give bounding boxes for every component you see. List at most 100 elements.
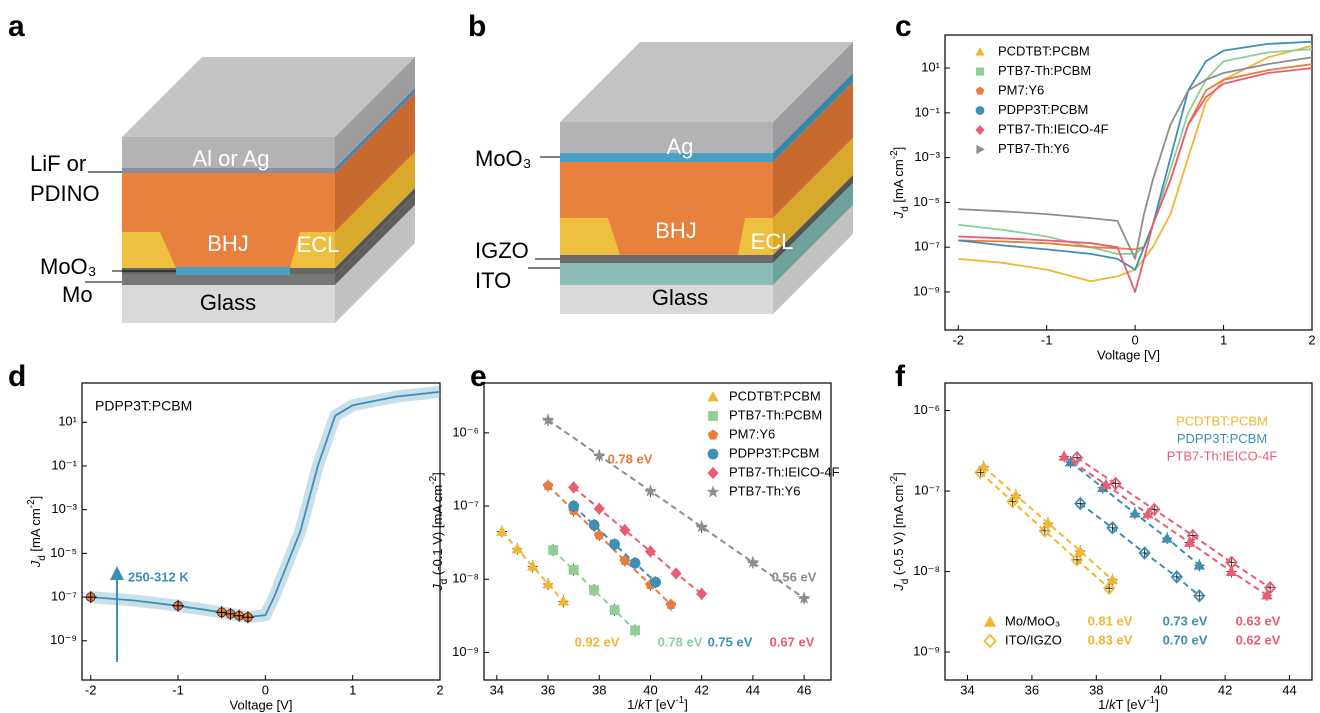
y-axis-label: Jd (-0.5 V) [mA cm-2] — [889, 472, 911, 592]
error-cross — [1110, 477, 1121, 490]
marker — [619, 523, 631, 537]
x-tick-label: 38 — [592, 682, 606, 697]
marker — [665, 599, 677, 610]
diagram-label: BHJ — [207, 231, 249, 256]
label-part: J — [891, 584, 906, 592]
error-cross — [1075, 497, 1086, 510]
label-part: T [eV — [1115, 697, 1146, 712]
label-part: 1/ — [1098, 697, 1109, 712]
error-cross — [1139, 547, 1150, 560]
y-tick-label: 10¹ — [921, 60, 940, 75]
layer-front — [122, 173, 335, 232]
marker — [609, 605, 620, 615]
layer-side — [773, 183, 853, 285]
label-part: J — [430, 584, 445, 592]
x-tick-label: 0 — [1132, 332, 1139, 347]
x-axis-label: Voltage [V] — [1097, 347, 1160, 362]
y-tick-label: 10⁻¹ — [51, 457, 77, 472]
fit-line — [547, 419, 805, 600]
legend-marker — [706, 485, 720, 498]
label-part: ] — [891, 147, 906, 151]
marker — [746, 555, 760, 568]
panel-label: b — [468, 10, 486, 43]
legend-label: PDPP3T:PCBM — [998, 102, 1088, 117]
label-part: -2 — [26, 499, 37, 508]
x-tick-label: 44 — [1282, 682, 1296, 697]
arrow-head — [110, 566, 124, 580]
x-tick-label: 2 — [436, 682, 443, 697]
layer-front — [560, 263, 773, 285]
y-tick-label: 10¹ — [58, 414, 77, 429]
y-axis-label: Jd [mA cm-2] — [26, 496, 48, 569]
x-tick-label: -1 — [172, 682, 184, 697]
marker-cross — [172, 599, 185, 612]
legend-label: PTB7-Th:PCBM — [998, 63, 1091, 78]
layer-side — [335, 88, 415, 173]
activation-energy: 0.81 eV — [1088, 613, 1133, 628]
x-tick-label: -2 — [85, 682, 97, 697]
legend-marker — [975, 47, 985, 56]
activation-energy: 0.92 eV — [575, 634, 620, 649]
label-part: J — [28, 560, 43, 568]
curve — [958, 67, 1313, 293]
marker — [1261, 589, 1273, 600]
marker — [548, 545, 559, 556]
layer-detail — [122, 232, 176, 268]
marker — [1073, 496, 1087, 511]
legend-label: PTB7-Th:Y6 — [729, 483, 801, 498]
legend-marker — [975, 86, 985, 95]
error-cross — [1104, 582, 1115, 595]
error-cross — [1039, 524, 1050, 537]
marker — [630, 625, 640, 636]
fit-line — [572, 486, 703, 595]
activation-energy: 0.56 eV — [772, 569, 817, 584]
panel-label: c — [895, 10, 912, 43]
legend-label: PTB7-Th:IEICO-4F — [1167, 448, 1278, 463]
x-tick-label: 40 — [1153, 682, 1167, 697]
marker — [589, 585, 600, 596]
diagram-label: Mo — [62, 282, 93, 307]
marker — [695, 520, 709, 533]
marker-cross — [224, 607, 237, 620]
marker — [1170, 570, 1184, 584]
x-tick-label: 1 — [349, 682, 356, 697]
layer-front — [122, 274, 335, 285]
x-tick-label: 34 — [960, 682, 974, 697]
x-tick-label: 38 — [1089, 682, 1103, 697]
x-tick-label: 36 — [541, 682, 555, 697]
marker — [1102, 581, 1116, 596]
x-tick-label: 2 — [1308, 332, 1315, 347]
y-tick-label: 10⁻⁹ — [50, 632, 77, 647]
label-part: d — [37, 555, 48, 561]
marker — [1186, 528, 1200, 543]
layer-side — [773, 175, 853, 263]
marker — [1138, 546, 1151, 560]
marker-cross — [84, 591, 97, 604]
layer-side — [773, 82, 853, 218]
label-part: d — [900, 206, 911, 212]
layer-front — [560, 285, 773, 314]
error-cross — [1071, 451, 1082, 464]
diagram-label: ECL — [297, 232, 340, 257]
marker — [1193, 559, 1206, 570]
legend-marker — [975, 106, 985, 115]
y-tick-label: 10⁻⁵ — [913, 194, 940, 209]
plot-frame — [81, 382, 441, 681]
activation-energy: 0.78 eV — [658, 634, 703, 649]
label-part: -2 — [889, 475, 900, 484]
marker — [1038, 524, 1052, 538]
activation-energy: 0.78 eV — [608, 451, 653, 466]
marker — [1006, 494, 1019, 509]
layer-front — [560, 153, 773, 162]
fit-line — [552, 549, 636, 632]
label-part: d — [900, 579, 911, 585]
annotation: 250-312 K — [128, 569, 189, 584]
plot-frame — [483, 382, 832, 681]
marker — [541, 413, 555, 426]
top-face — [122, 57, 415, 137]
legend-label: PM7:Y6 — [998, 82, 1044, 97]
layer-front — [560, 162, 773, 218]
panel-label: a — [8, 10, 25, 43]
activation-energy: 0.63 eV — [1236, 613, 1281, 628]
layer-detail — [560, 218, 620, 255]
